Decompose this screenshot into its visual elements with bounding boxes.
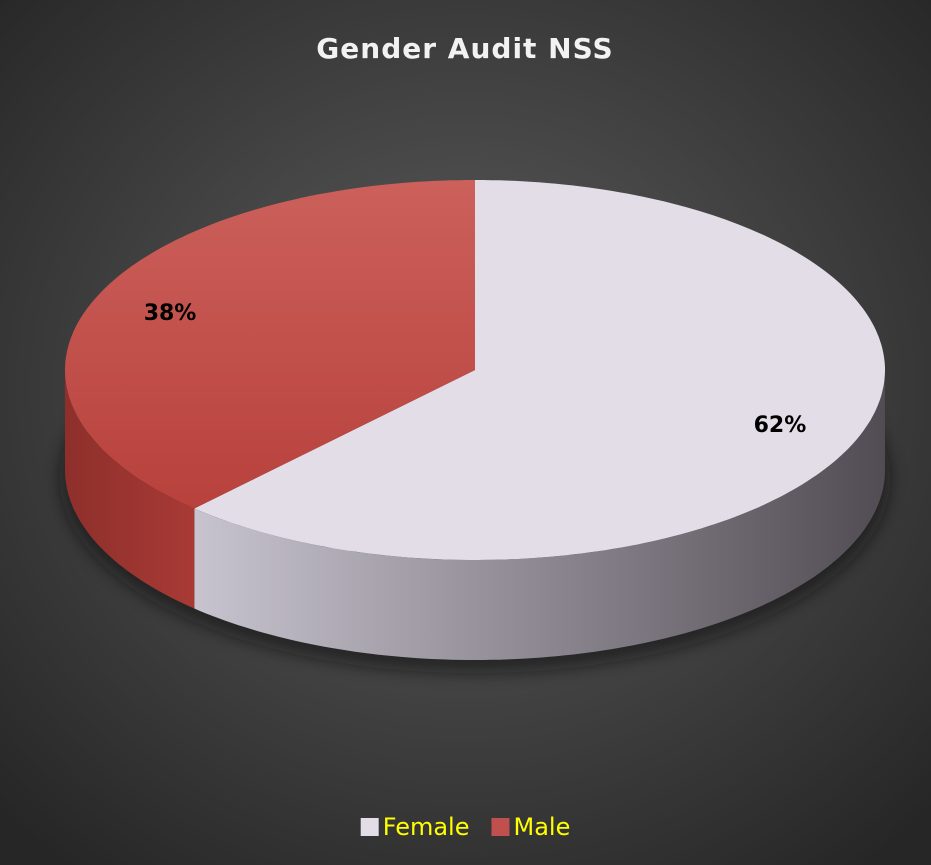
slice-side bbox=[65, 370, 195, 609]
chart-title: Gender Audit NSS bbox=[316, 32, 613, 65]
legend-swatch bbox=[360, 818, 379, 836]
slice bbox=[65, 180, 475, 609]
legend: Female Male bbox=[360, 813, 570, 841]
slice bbox=[194, 180, 886, 660]
slice-top bbox=[194, 180, 886, 560]
legend-label: Male bbox=[513, 813, 570, 841]
data-label: 62% bbox=[754, 413, 807, 438]
legend-swatch bbox=[491, 818, 510, 836]
slice-top bbox=[65, 180, 475, 509]
pie bbox=[65, 180, 886, 660]
legend-label: Female bbox=[383, 813, 470, 841]
slice-side bbox=[194, 370, 886, 660]
data-label: 38% bbox=[144, 301, 197, 326]
